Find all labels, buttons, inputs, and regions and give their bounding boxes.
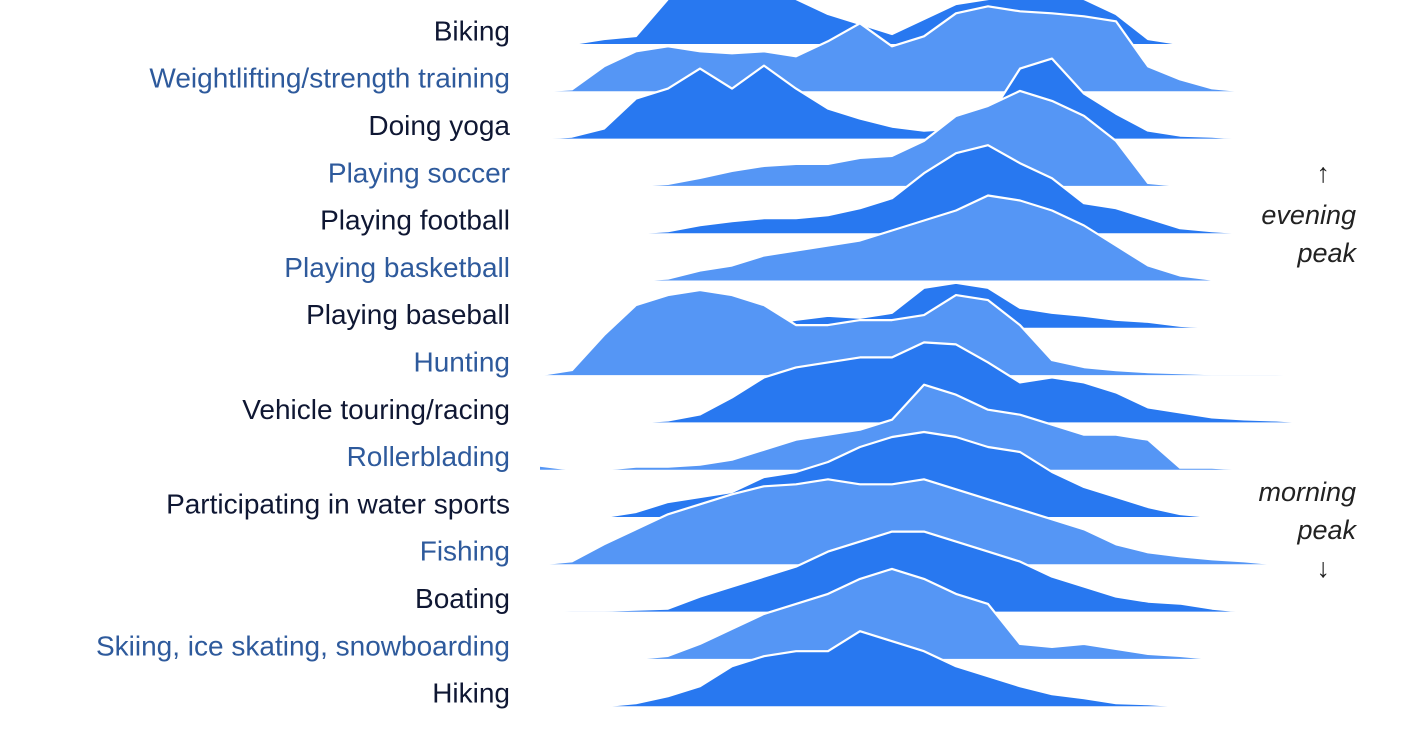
- ridge-line: [539, 289, 1309, 377]
- row-label: Biking: [434, 15, 510, 46]
- ridge-area: [540, 568, 1308, 659]
- ridge-area: [540, 58, 1308, 139]
- row-label: Skiing, ice skating, snowboarding: [96, 630, 510, 661]
- row-label: Participating in water sports: [166, 488, 510, 519]
- row-label: Fishing: [420, 536, 510, 567]
- ridge-line: [540, 341, 1309, 424]
- labels: Biking Weightlifting/strength training Doi…: [96, 15, 510, 708]
- ridge-line: [540, 89, 1308, 187]
- row-label: Rollerblading: [347, 441, 510, 472]
- ridge-area: [540, 195, 1308, 281]
- row-label: Doing yoga: [368, 110, 510, 141]
- ridge-line: [540, 0, 1308, 46]
- row-label: Boating: [415, 583, 510, 614]
- row-label: Playing soccer: [328, 157, 510, 188]
- ridge-line: [540, 194, 1308, 282]
- annotation: ↑: [1317, 158, 1331, 188]
- ridge-area: [540, 384, 1308, 470]
- ridge-area: [540, 6, 1308, 92]
- annotation: ↓: [1317, 553, 1331, 583]
- ridge-line: [540, 144, 1308, 235]
- ridge-line: [539, 5, 1308, 93]
- ridge-line: [539, 530, 1308, 613]
- row-label: Vehicle touring/racing: [242, 394, 510, 425]
- ridge-area: [540, 145, 1308, 234]
- annotation: morning: [1258, 477, 1356, 507]
- annotations: ↑ evening peak morning peak ↓: [1258, 158, 1357, 583]
- row-label: Weightlifting/strength training: [149, 63, 510, 94]
- annotation: peak: [1296, 515, 1357, 545]
- annotation: evening: [1261, 200, 1356, 230]
- ridge-area: [540, 342, 1308, 423]
- ridge-area: [540, 531, 1308, 612]
- ridge-area: [540, 282, 1308, 328]
- ridge-area: [540, 90, 1308, 186]
- row-label: Playing baseball: [306, 299, 510, 330]
- ridge-line: [540, 567, 1308, 660]
- annotation: peak: [1296, 238, 1357, 268]
- ridge-line: [539, 57, 1308, 140]
- row-label: Playing basketball: [284, 252, 510, 283]
- row-label: Hunting: [413, 346, 510, 377]
- ridge-area: [540, 631, 1308, 707]
- ridge-line: [539, 478, 1308, 566]
- ridges: [539, 0, 1309, 708]
- ridge-area: [540, 290, 1308, 376]
- row-label: Hiking: [432, 678, 510, 709]
- ridge-line: [540, 430, 1308, 519]
- ridge-line: [539, 383, 1308, 471]
- row-label: Playing football: [320, 205, 510, 236]
- ridge-line: [540, 630, 1308, 708]
- ridge-area: [540, 479, 1308, 565]
